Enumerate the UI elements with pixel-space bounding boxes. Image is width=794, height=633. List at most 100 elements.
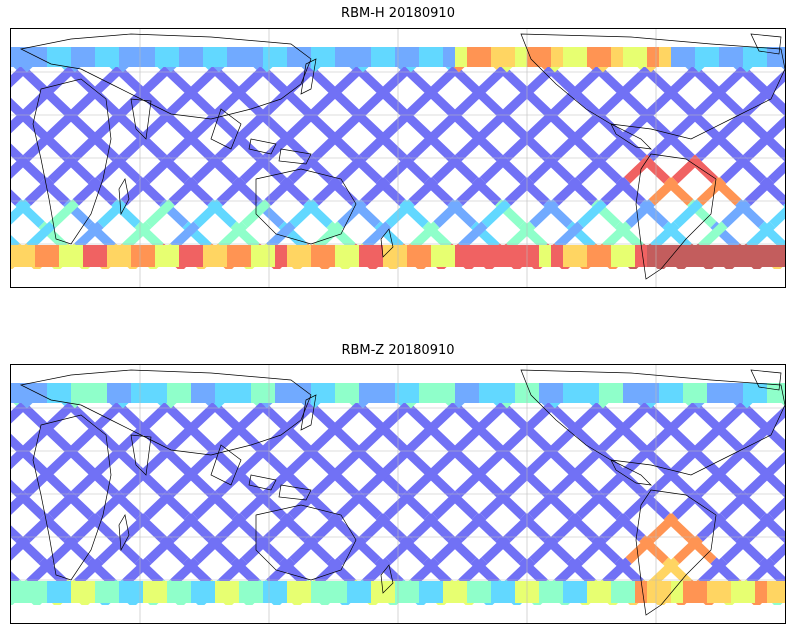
swath-segment — [504, 176, 535, 206]
swath-segment — [312, 176, 343, 206]
swath-segment — [769, 542, 785, 564]
band-cell-north — [563, 383, 575, 403]
swath-segment — [362, 557, 392, 587]
band-cell-north — [659, 383, 671, 403]
swath-segment — [721, 535, 751, 564]
coastline — [19, 369, 312, 456]
swath-segment — [382, 446, 413, 476]
band-cell-south — [179, 581, 191, 603]
swath-segment — [624, 154, 654, 184]
band-cell-north — [83, 383, 95, 403]
swath-segment — [381, 401, 411, 431]
coastline — [610, 123, 652, 150]
swath-segment — [478, 446, 509, 476]
band-cell-south — [23, 245, 35, 267]
band-cell-north — [431, 383, 443, 403]
swath-segment — [117, 424, 148, 453]
band-cell-south — [683, 245, 695, 267]
band-cell-north — [335, 47, 347, 67]
swath-segment — [577, 199, 607, 228]
band-cell-south — [227, 245, 239, 267]
band-cell-south — [611, 245, 623, 267]
swath-segment — [122, 557, 152, 587]
band-cell-north — [215, 47, 227, 67]
swath-segment — [312, 512, 343, 542]
swath-segment — [357, 424, 388, 453]
band-cell-south — [83, 581, 95, 603]
swath-segment — [189, 65, 219, 95]
coastline — [130, 434, 152, 476]
swath-segment — [357, 88, 388, 117]
swath-segment — [769, 206, 785, 228]
swath-segment — [384, 490, 414, 520]
swath-segment — [21, 88, 52, 117]
swath-segment — [337, 199, 367, 228]
band-cell-south — [347, 581, 359, 603]
swath-segment — [385, 535, 415, 564]
band-cell-north — [251, 47, 263, 67]
band-cell-north — [239, 383, 251, 403]
band-cell-south — [719, 581, 731, 603]
band-cell-north — [371, 383, 383, 403]
swath-segment — [551, 468, 581, 498]
band-cell-south — [539, 581, 551, 603]
swath-segment — [168, 512, 199, 542]
swath-segment — [574, 110, 605, 140]
swath-segment — [333, 401, 363, 431]
swath-segment — [238, 110, 269, 140]
band-cell-south — [287, 581, 299, 603]
band-cell-south — [491, 581, 503, 603]
swath-segment — [597, 88, 628, 117]
swath-segment — [336, 154, 366, 184]
band-cell-south — [623, 581, 635, 603]
band-cell-south — [47, 245, 59, 267]
band-cell-north — [119, 47, 131, 67]
swath-segment — [669, 401, 699, 431]
band-cell-north — [131, 47, 143, 67]
band-cell-north — [83, 47, 95, 67]
coastline — [210, 108, 242, 150]
band-cell-south — [455, 245, 467, 267]
band-cell-south — [743, 581, 755, 603]
swath-segment — [26, 557, 56, 587]
swath-segment — [216, 512, 247, 542]
swath-segment — [237, 65, 267, 95]
swath-segment — [456, 512, 487, 542]
swath-segment — [744, 176, 775, 206]
swath-segment — [721, 199, 751, 228]
band-cell-south — [299, 245, 311, 267]
band-cell-north — [239, 47, 251, 67]
panel-title-top: RBM-H 20180910 — [341, 6, 455, 21]
swath-segment — [69, 424, 100, 453]
swath-segment — [410, 557, 440, 587]
band-cell-south — [143, 581, 155, 603]
band-cell-north — [647, 383, 659, 403]
swath-segment — [360, 176, 391, 206]
band-cell-north — [683, 47, 695, 67]
swath-segment — [481, 535, 511, 564]
swath-segment — [314, 557, 344, 587]
band-cell-south — [455, 581, 467, 603]
swath-segment — [119, 468, 149, 498]
band-cell-north — [731, 47, 743, 67]
band-cell-south — [311, 245, 323, 267]
swath-segment — [238, 446, 269, 476]
swath-segment — [746, 557, 776, 587]
swath-segment — [645, 424, 676, 453]
band-cell-south — [143, 245, 155, 267]
swath-segment — [650, 221, 680, 251]
swath-segment — [285, 65, 315, 95]
band-cell-south — [299, 581, 311, 603]
band-cell-south — [119, 581, 131, 603]
coastline — [750, 369, 782, 391]
swath-segment — [359, 468, 389, 498]
swath-segment — [410, 221, 440, 251]
band-cell-north — [539, 383, 551, 403]
swath-segment — [309, 88, 340, 117]
swath-segment — [624, 490, 654, 520]
band-cell-south — [203, 245, 215, 267]
band-cell-south — [167, 245, 179, 267]
swath-segment — [48, 490, 78, 520]
swath-segment — [117, 88, 148, 117]
swath-segment — [506, 221, 536, 251]
